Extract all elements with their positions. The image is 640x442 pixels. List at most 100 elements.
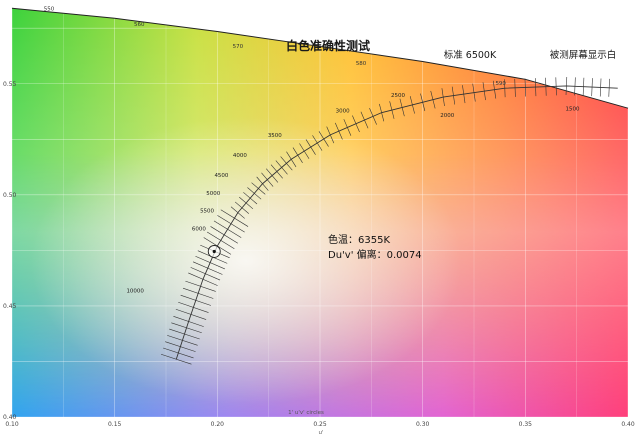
isotemperature-tick (591, 78, 593, 97)
cct-reading: 色温：6355K (328, 233, 390, 246)
isotemperature-tick (462, 85, 466, 104)
isotemperature-tick (185, 280, 216, 292)
isotemperature-tick (292, 147, 303, 164)
isotemperature-tick (582, 77, 585, 96)
isotemperature-tick (160, 353, 192, 365)
isotemperature-tick (299, 143, 310, 159)
planckian-locus (160, 76, 618, 365)
isotemperature-tick (379, 103, 385, 122)
cct-label: 4500 (214, 173, 228, 179)
isotemperature-tick (326, 126, 335, 144)
isotemperature-tick (555, 77, 557, 96)
isotemperature-tick (169, 328, 200, 340)
cct-label: 3000 (336, 109, 350, 115)
y-tick-label: 0.50 (3, 192, 17, 199)
isotemperature-tick (217, 215, 245, 233)
isotemperature-tick (369, 107, 377, 125)
cct-label: 2000 (440, 113, 454, 119)
isotemperature-tick (251, 182, 266, 195)
isotemperature-tick (420, 93, 426, 112)
isotemperature-tick (234, 201, 250, 214)
isotemperature-tick (178, 301, 209, 313)
isotemperature-tick (173, 316, 204, 327)
isotemperature-tick (608, 78, 610, 97)
cct-label: 5000 (206, 191, 220, 197)
isotemperature-tick (190, 267, 221, 281)
tested-label: 被测屏幕显示白 (550, 49, 617, 61)
isotemperature-tick (280, 156, 293, 171)
x-tick-label: 0.40 (621, 421, 635, 428)
isotemperature-tick (210, 226, 238, 244)
y-tick-label: 0.45 (3, 303, 17, 310)
isotemperature-tick (270, 164, 283, 179)
cct-label: 1500 (566, 106, 580, 112)
isotemperature-tick (167, 335, 198, 346)
wavelength-label: 550 (44, 6, 55, 12)
cct-label: 4000 (233, 153, 247, 159)
isotemperature-tick (409, 96, 415, 114)
isotemperature-tick (266, 168, 279, 183)
isotemperature-tick (482, 82, 486, 101)
grid-lines (11, 6, 629, 418)
isotemperature-tick (165, 341, 196, 352)
isotemperature-tick (220, 209, 249, 227)
isotemperature-tick (574, 77, 576, 96)
isotemperature-tick (243, 192, 258, 205)
isotemperature-tick (195, 255, 225, 270)
isotemperature-tick (318, 131, 329, 147)
isotemperature-tick (524, 78, 526, 97)
isotemperature-tick (565, 76, 568, 95)
isotemperature-tick (312, 135, 323, 151)
x-tick-label: 0.35 (519, 421, 533, 428)
wavelength-label: 560 (134, 22, 145, 28)
cct-label: 10000 (126, 289, 144, 295)
y-tick-label: 0.55 (3, 81, 17, 88)
duv-reading: Du'v' 偏离：0.0074 (328, 248, 422, 261)
chart-marks: 10000 6000 5500 5000 4500 4000 3500 3000 2500 200… (126, 93, 580, 295)
isotemperature-tick (239, 196, 254, 210)
y-tick-label: 0.40 (3, 414, 17, 421)
isotemperature-tick (334, 122, 343, 140)
isotemperature-tick (389, 101, 395, 119)
cct-label: 6000 (192, 226, 206, 232)
isotemperature-tick (171, 322, 202, 334)
isotemperature-tick (163, 347, 194, 359)
isotemperature-tick (352, 115, 360, 133)
wavelength-label: 570 (233, 44, 244, 50)
isotemperature-tick (206, 231, 235, 250)
cct-label: 5500 (200, 209, 214, 215)
isotemperature-tick (504, 79, 506, 98)
isotemperature-tick (545, 77, 547, 96)
x-axis-caption: 1' u'v' circles (288, 410, 324, 416)
isotemperature-tick (430, 90, 436, 109)
isotemperature-tick (192, 261, 223, 275)
isotemperature-tick (451, 86, 456, 105)
isotemperature-tick (261, 172, 274, 187)
isotemperature-tick (360, 111, 369, 129)
isotemperature-tick (188, 272, 218, 286)
x-tick-label: 0.10 (5, 421, 19, 428)
x-tick-label: 0.15 (108, 421, 122, 428)
isotemperature-tick (514, 78, 516, 97)
reference-label: 标准 6500K (444, 49, 497, 61)
isotemperature-tick (343, 119, 352, 136)
x-tick-label: 0.25 (313, 421, 327, 428)
x-axis-label: u' (319, 430, 324, 436)
axis-ticks: 0.10 0.15 0.20 0.25 0.30 0.35 0.40 0.40 0.45 0.50… (3, 81, 635, 428)
isotemperature-tick (441, 88, 445, 107)
isotemperature-tick (256, 176, 269, 191)
isotemperature-tick (247, 187, 262, 200)
isotemperature-tick (213, 220, 242, 238)
x-tick-label: 0.20 (211, 421, 225, 428)
chart-title: 白色准确性测试 (286, 38, 370, 53)
isotemperature-tick (286, 151, 297, 168)
isotemperature-tick (399, 98, 405, 117)
isotemperature-tick (472, 83, 476, 102)
isotemperature-tick (599, 78, 602, 97)
isotemperature-tick (180, 294, 212, 306)
isotemperature-tick (230, 206, 245, 219)
cct-label: 2500 (391, 93, 405, 99)
wavelength-label: 580 (356, 61, 367, 67)
